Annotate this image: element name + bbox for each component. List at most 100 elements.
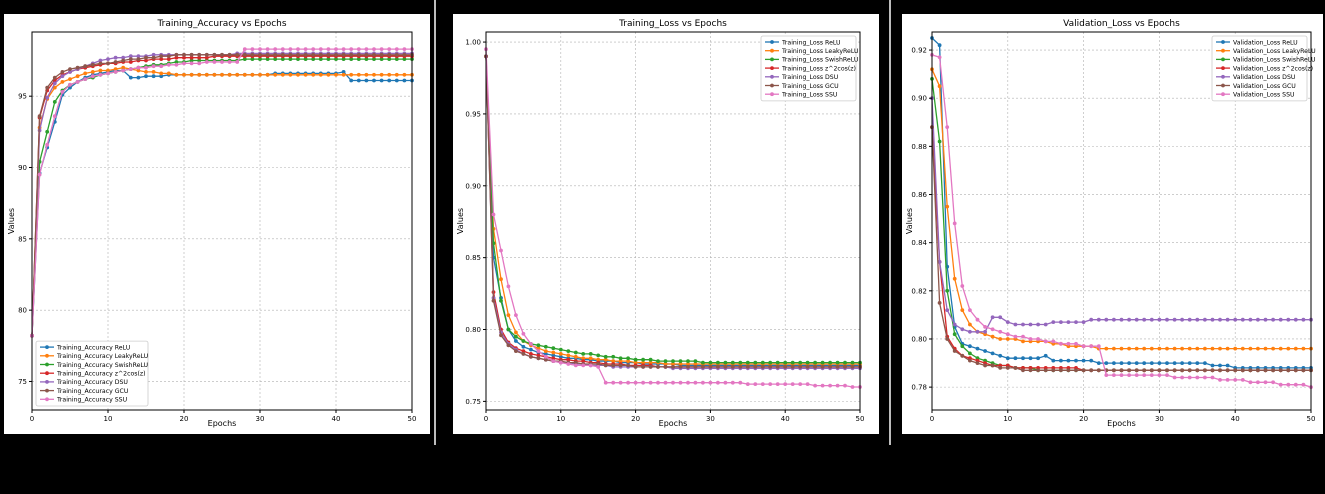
data-point bbox=[68, 67, 72, 71]
data-point bbox=[960, 353, 965, 358]
data-point bbox=[945, 308, 950, 312]
data-point bbox=[1149, 361, 1154, 365]
data-point bbox=[174, 62, 179, 67]
x-tick-label: 50 bbox=[1307, 415, 1316, 423]
chart-title: Training_Accuracy vs Epochs bbox=[156, 19, 286, 29]
data-point bbox=[1218, 363, 1222, 368]
data-point bbox=[1142, 373, 1147, 377]
data-point bbox=[60, 90, 65, 94]
data-point bbox=[1028, 337, 1033, 341]
data-point bbox=[663, 359, 668, 363]
data-point bbox=[768, 365, 773, 369]
data-point bbox=[212, 72, 217, 77]
data-point bbox=[990, 334, 995, 339]
data-point bbox=[937, 43, 942, 48]
data-point bbox=[250, 47, 255, 51]
data-point bbox=[288, 57, 293, 61]
data-point bbox=[760, 360, 765, 365]
data-point bbox=[379, 78, 384, 83]
data-point bbox=[529, 352, 533, 356]
data-point bbox=[189, 55, 194, 60]
data-point bbox=[52, 100, 57, 104]
data-point bbox=[611, 380, 616, 385]
data-point bbox=[1051, 339, 1056, 344]
data-point bbox=[813, 365, 817, 369]
data-point bbox=[1119, 346, 1124, 351]
data-point bbox=[1149, 368, 1154, 373]
data-point bbox=[60, 80, 65, 84]
data-point bbox=[1005, 320, 1010, 324]
data-point bbox=[1263, 317, 1268, 322]
plot-frame bbox=[485, 31, 861, 411]
data-point bbox=[716, 360, 720, 365]
y-tick-label: 80 bbox=[18, 307, 27, 315]
data-point bbox=[1248, 317, 1253, 322]
data-point bbox=[273, 52, 278, 57]
data-point bbox=[1066, 358, 1071, 363]
data-point bbox=[1157, 346, 1162, 351]
data-point bbox=[998, 315, 1003, 320]
data-point bbox=[506, 327, 511, 332]
data-point bbox=[182, 52, 186, 57]
data-point bbox=[828, 360, 832, 365]
data-point bbox=[379, 57, 384, 61]
data-point bbox=[151, 70, 156, 74]
data-point bbox=[990, 363, 995, 368]
y-tick-label: 0.82 bbox=[911, 287, 927, 295]
data-point bbox=[678, 359, 683, 363]
data-point bbox=[1036, 368, 1040, 373]
data-point bbox=[1233, 346, 1238, 351]
data-point bbox=[1059, 358, 1063, 363]
data-point bbox=[182, 61, 186, 66]
legend-entry-label: Validation_Loss SSU bbox=[1233, 92, 1295, 99]
data-point bbox=[1127, 346, 1131, 351]
legend-swatch-marker bbox=[45, 345, 49, 349]
data-point bbox=[372, 57, 376, 61]
data-point bbox=[968, 344, 972, 349]
data-point bbox=[521, 331, 526, 336]
data-point bbox=[1233, 378, 1238, 382]
data-point bbox=[364, 57, 369, 61]
data-point bbox=[768, 360, 773, 365]
data-point bbox=[945, 337, 950, 341]
data-point bbox=[678, 380, 683, 385]
data-point bbox=[1096, 317, 1101, 322]
data-point bbox=[641, 380, 645, 385]
data-point bbox=[379, 72, 384, 77]
y-tick-label: 0.90 bbox=[911, 95, 927, 103]
legend-swatch-marker bbox=[45, 353, 49, 358]
data-point bbox=[220, 60, 224, 64]
data-point bbox=[1203, 317, 1207, 322]
data-point bbox=[45, 95, 50, 100]
data-point bbox=[212, 60, 217, 64]
data-point bbox=[273, 57, 278, 61]
data-point bbox=[90, 62, 95, 67]
data-point bbox=[1195, 368, 1200, 373]
data-point bbox=[1059, 341, 1063, 346]
data-point bbox=[1248, 346, 1253, 351]
x-tick-label: 0 bbox=[484, 415, 488, 423]
legend-swatch-marker bbox=[770, 40, 774, 44]
data-point bbox=[730, 360, 735, 365]
data-point bbox=[701, 380, 705, 385]
legend-swatch-marker bbox=[1221, 57, 1225, 62]
data-point bbox=[280, 72, 285, 77]
y-tick-label: 95 bbox=[18, 93, 27, 101]
data-point bbox=[633, 357, 638, 362]
data-point bbox=[68, 70, 72, 74]
data-point bbox=[1180, 361, 1184, 365]
legend-entry-label: Training_Loss ReLU bbox=[781, 39, 841, 46]
data-point bbox=[1028, 356, 1033, 361]
data-point bbox=[288, 52, 293, 57]
data-point bbox=[364, 72, 369, 77]
data-point bbox=[1293, 346, 1298, 351]
data-point bbox=[641, 360, 645, 365]
data-point bbox=[1096, 368, 1101, 373]
data-point bbox=[603, 363, 608, 368]
data-point bbox=[159, 54, 164, 59]
data-point bbox=[151, 74, 156, 79]
data-point bbox=[356, 78, 361, 83]
data-point bbox=[805, 360, 810, 365]
data-point bbox=[1293, 368, 1298, 373]
data-point bbox=[937, 260, 942, 264]
